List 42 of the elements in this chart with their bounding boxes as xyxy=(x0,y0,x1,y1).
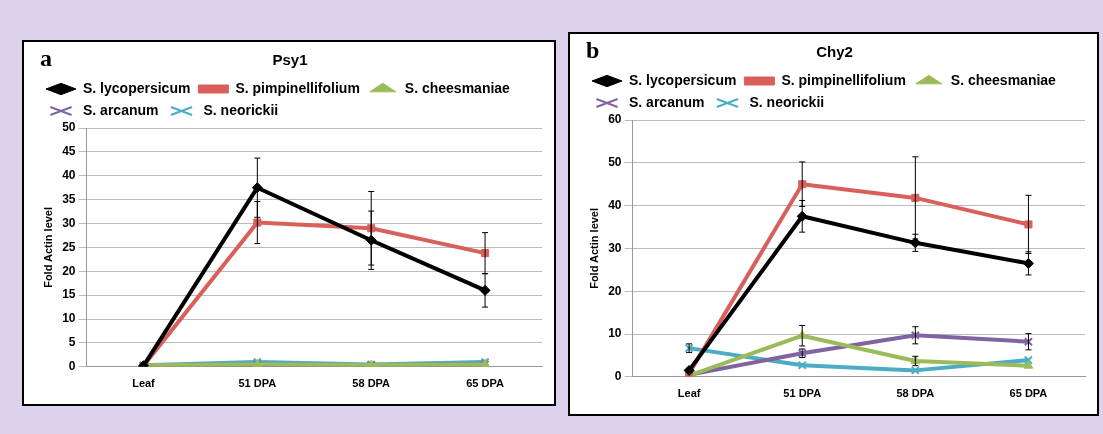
text: b xyxy=(586,37,600,64)
y-tick-label: 20 xyxy=(62,263,76,278)
x-tick-label: 58 DPA xyxy=(896,387,935,400)
y-tick-label: 35 xyxy=(62,191,76,206)
x-tick-label: Leaf xyxy=(132,377,156,390)
x-tick-label: 58 DPA xyxy=(352,377,391,390)
y-tick-label: 50 xyxy=(608,155,622,170)
y-tick-label: 10 xyxy=(62,311,76,326)
x-tick-label: Leaf xyxy=(677,387,701,400)
y-tick-label: 20 xyxy=(608,283,622,298)
y-axis-title: Fold Actin level xyxy=(41,206,54,288)
x-tick-label: 65 DPA xyxy=(466,377,504,390)
y-axis-title: Fold Actin level xyxy=(587,207,600,289)
y-tick-label: 15 xyxy=(62,287,76,302)
y-tick-label: 30 xyxy=(62,215,76,230)
y-tick-label: 0 xyxy=(68,359,76,374)
y-tick-label: 40 xyxy=(62,168,76,183)
legend-label: S. arcanum xyxy=(83,101,159,118)
legend-label: S. cheesmaniae xyxy=(404,79,511,96)
x-tick-label: 51 DPA xyxy=(238,377,277,390)
legend-label: S. arcanum xyxy=(629,93,705,110)
legend-label: S. pimpinellifolium xyxy=(235,79,360,96)
legend-label: S. neorickii xyxy=(203,101,279,118)
legend-label: S. cheesmaniae xyxy=(950,71,1057,88)
legend-label: S. lycopersicum xyxy=(629,71,737,88)
y-tick-label: 40 xyxy=(608,197,622,212)
y-tick-label: 10 xyxy=(608,326,622,341)
chart-title: Psy1 xyxy=(272,51,308,69)
chart-title: Chy2 xyxy=(816,43,853,61)
y-tick-label: 60 xyxy=(608,112,622,127)
text: a xyxy=(40,45,52,72)
y-tick-label: 5 xyxy=(68,335,76,350)
y-tick-label: 50 xyxy=(62,120,76,135)
x-tick-label: 51 DPA xyxy=(783,387,822,400)
legend-label: S. pimpinellifolium xyxy=(781,71,906,88)
y-tick-label: 45 xyxy=(62,144,76,159)
x-tick-label: 65 DPA xyxy=(1009,387,1048,400)
legend-label: S. lycopersicum xyxy=(83,79,191,96)
y-tick-label: 30 xyxy=(608,240,622,255)
legend-label: S. neorickii xyxy=(749,93,825,110)
y-tick-label: 25 xyxy=(62,239,76,254)
y-tick-label: 0 xyxy=(614,369,622,384)
